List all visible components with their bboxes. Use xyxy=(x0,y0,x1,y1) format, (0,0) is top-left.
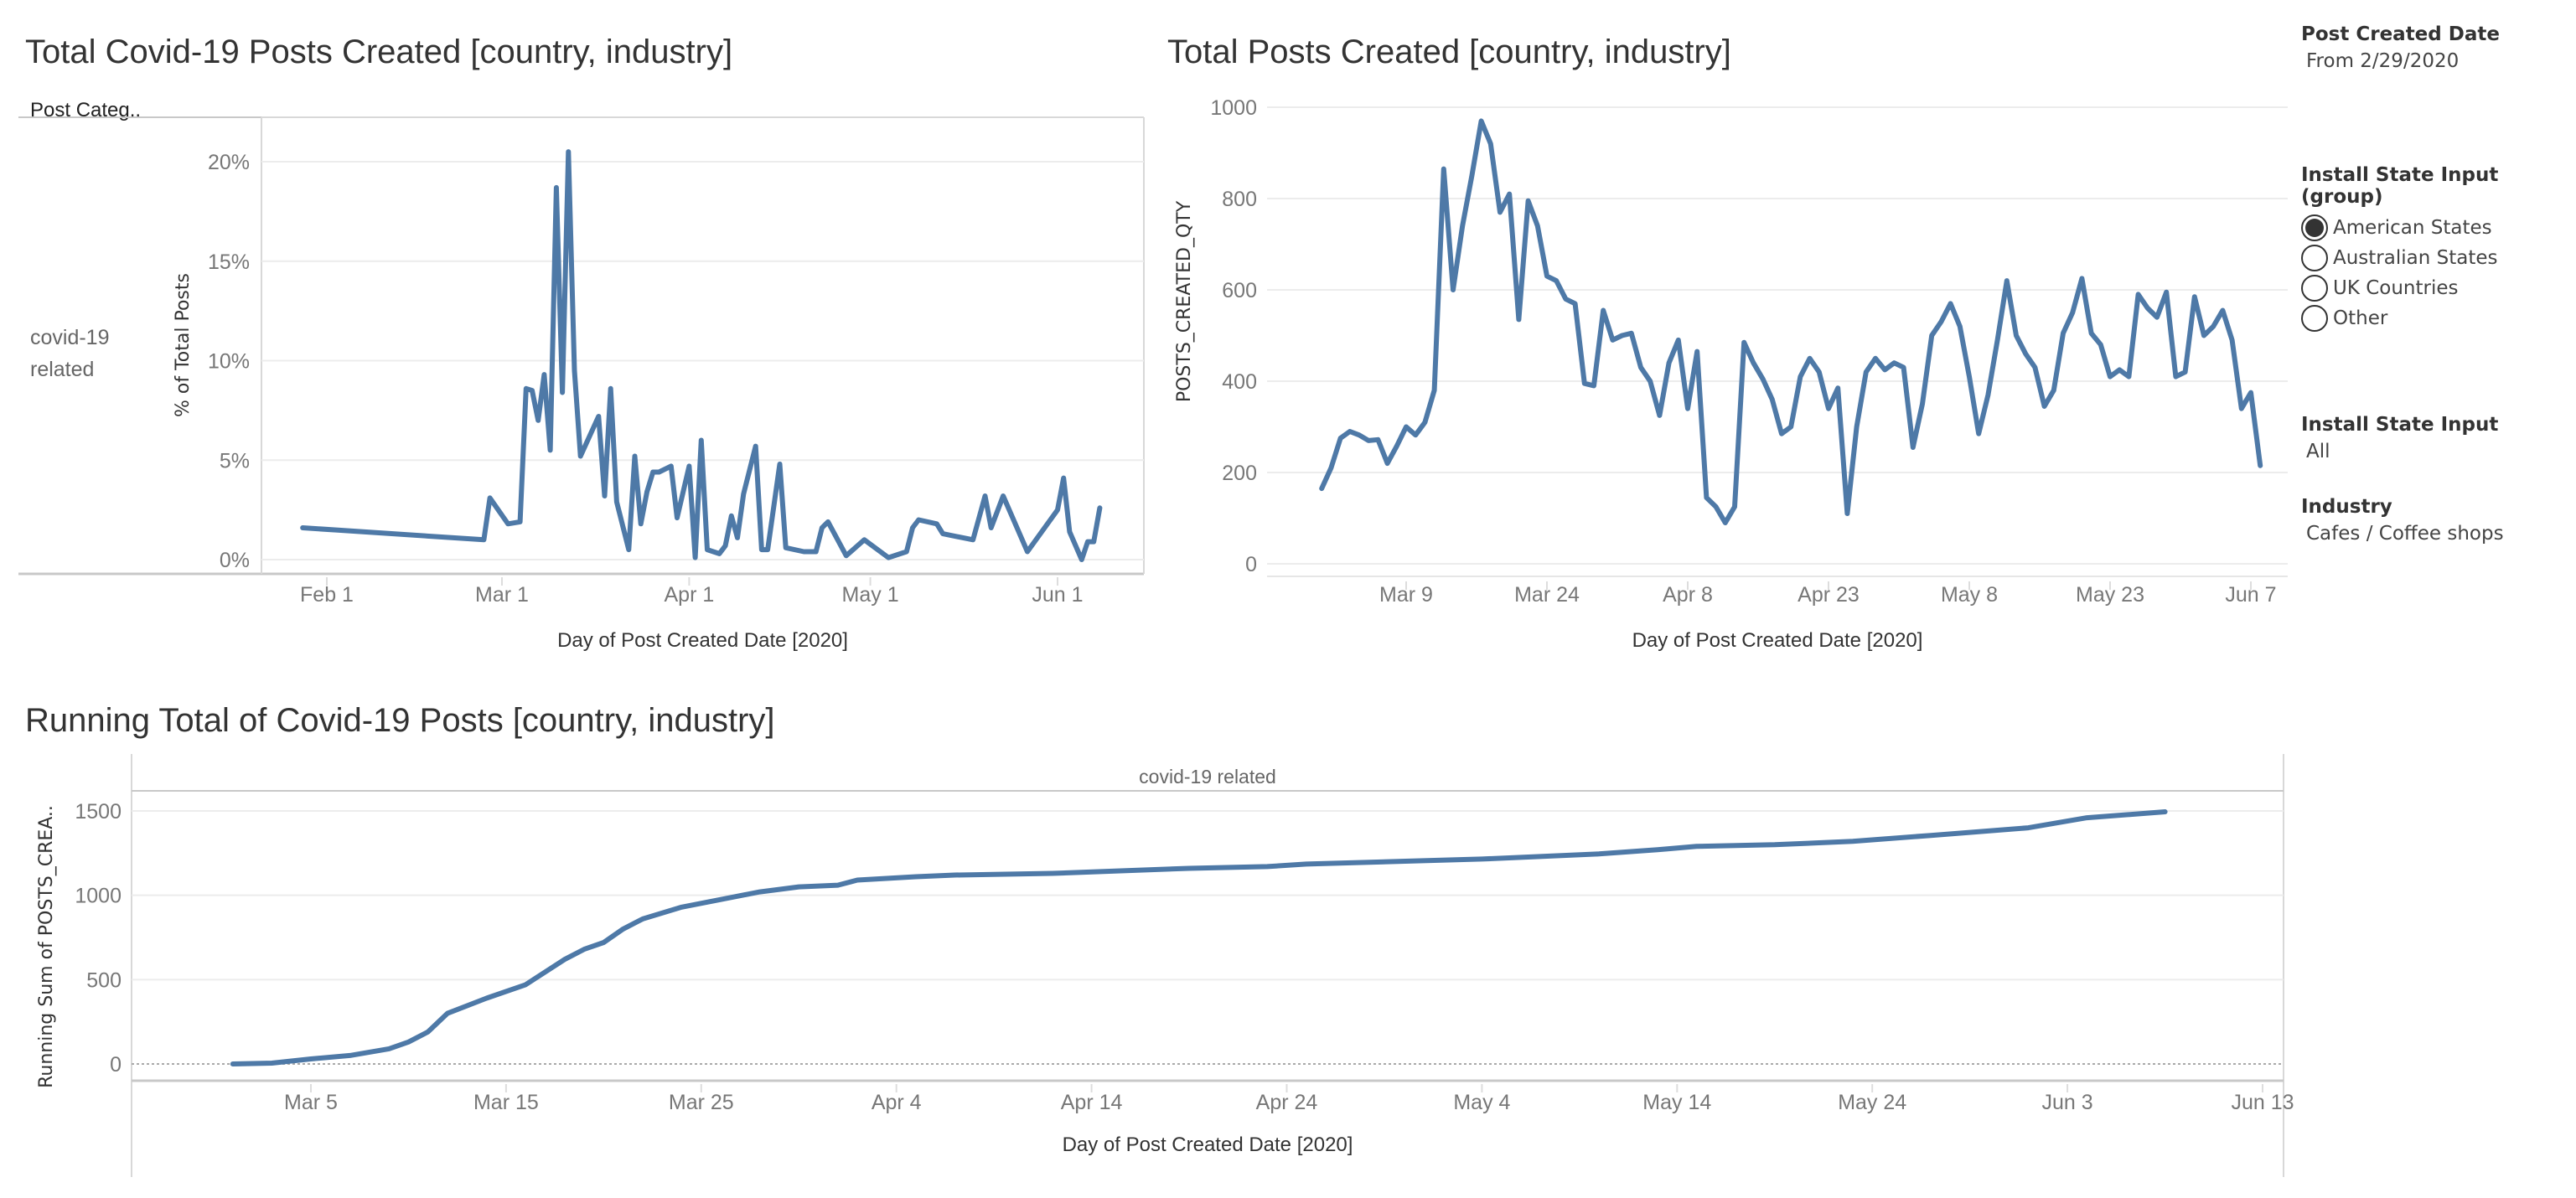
filter-state-value[interactable]: All xyxy=(2306,441,2330,462)
y-tick-label: 1000 xyxy=(75,885,122,908)
filters-panel: Post Created Date From 2/29/2020 Install… xyxy=(2301,23,2576,545)
chart1-title: Total Covid-19 Posts Created [country, i… xyxy=(25,34,733,70)
x-tick-label: Mar 1 xyxy=(475,583,529,607)
y-axis-title: % of Total Posts xyxy=(173,273,194,417)
x-axis-title: Day of Post Created Date [2020] xyxy=(1063,1133,1353,1156)
y-axis-title: POSTS_CREATED_QTY xyxy=(1174,200,1195,402)
y-tick-label: 200 xyxy=(1222,462,1257,485)
x-tick-label: Apr 14 xyxy=(1061,1091,1123,1114)
x-tick-label: Mar 5 xyxy=(284,1091,338,1114)
x-tick-label: Mar 24 xyxy=(1514,583,1580,607)
filter-state-label: Install State Input xyxy=(2301,414,2499,436)
y-tick-label: 15% xyxy=(208,250,250,274)
row-label: covid-19 related xyxy=(30,326,110,381)
radio-circle-icon[interactable] xyxy=(2301,245,2328,271)
radio-label: Australian States xyxy=(2333,247,2498,269)
series-line xyxy=(300,149,1103,562)
x-tick-label: May 1 xyxy=(842,583,899,607)
x-tick-label: Mar 25 xyxy=(669,1091,734,1114)
panel-header: covid-19 related xyxy=(1139,766,1276,787)
y-tick-label: 1000 xyxy=(1210,96,1257,120)
radio-option[interactable]: American States xyxy=(2301,213,2576,243)
y-tick-label: 5% xyxy=(220,449,250,472)
x-axis-title: Day of Post Created Date [2020] xyxy=(557,629,848,652)
radio-label: Other xyxy=(2333,307,2388,329)
radio-option[interactable]: Other xyxy=(2301,303,2576,333)
x-tick-label: Apr 8 xyxy=(1663,583,1713,607)
radio-circle-icon[interactable] xyxy=(2301,275,2328,302)
x-tick-label: Apr 23 xyxy=(1798,583,1860,607)
x-tick-label: May 23 xyxy=(2076,583,2144,607)
x-tick-label: May 4 xyxy=(1453,1091,1510,1114)
y-tick-label: 500 xyxy=(86,968,122,992)
y-tick-label: 600 xyxy=(1222,279,1257,302)
radio-circle-icon[interactable] xyxy=(2301,214,2328,241)
y-tick-label: 10% xyxy=(208,350,250,374)
y-tick-label: 400 xyxy=(1222,370,1257,394)
x-axis-title: Day of Post Created Date [2020] xyxy=(1632,629,1923,652)
x-tick-label: Mar 15 xyxy=(473,1091,539,1114)
x-tick-label: Mar 9 xyxy=(1379,583,1433,607)
x-tick-label: Feb 1 xyxy=(300,583,354,607)
x-tick-label: Apr 1 xyxy=(665,583,715,607)
x-tick-label: Apr 4 xyxy=(872,1091,922,1114)
x-tick-label: Jun 1 xyxy=(1032,583,1083,607)
x-tick-label: Jun 13 xyxy=(2231,1091,2294,1114)
filter-industry-label: Industry xyxy=(2301,496,2392,518)
chart3-title: Running Total of Covid-19 Posts [country… xyxy=(25,702,775,739)
radio-circle-icon[interactable] xyxy=(2301,305,2328,332)
series-line xyxy=(1319,118,2263,525)
y-tick-label: 1500 xyxy=(75,800,122,824)
radio-label: UK Countries xyxy=(2333,277,2459,299)
filter-industry-value[interactable]: Cafes / Coffee shops xyxy=(2306,523,2504,545)
x-tick-label: May 14 xyxy=(1642,1091,1711,1114)
y-tick-label: 20% xyxy=(208,151,250,174)
filter-date-value[interactable]: From 2/29/2020 xyxy=(2306,50,2460,72)
y-axis-title: Running Sum of POSTS_CREA.. xyxy=(36,805,57,1088)
x-tick-label: May 24 xyxy=(1838,1091,1906,1114)
x-tick-label: May 8 xyxy=(1941,583,1998,607)
series-line xyxy=(230,809,2168,1066)
radio-option[interactable]: Australian States xyxy=(2301,243,2576,273)
x-tick-label: Jun 7 xyxy=(2225,583,2276,607)
y-tick-label: 0 xyxy=(110,1053,122,1077)
filter-date-label: Post Created Date xyxy=(2301,23,2500,45)
radio-option[interactable]: UK Countries xyxy=(2301,273,2576,303)
chart2-title: Total Posts Created [country, industry] xyxy=(1167,34,1731,70)
x-tick-label: Jun 3 xyxy=(2042,1091,2093,1114)
y-tick-label: 0% xyxy=(220,549,250,572)
y-tick-label: 0 xyxy=(1245,553,1257,576)
radio-label: American States xyxy=(2333,217,2492,239)
x-tick-label: Apr 24 xyxy=(1256,1091,1318,1114)
y-tick-label: 800 xyxy=(1222,188,1257,211)
filter-group-label: Install State Input (group) xyxy=(2301,164,2499,208)
